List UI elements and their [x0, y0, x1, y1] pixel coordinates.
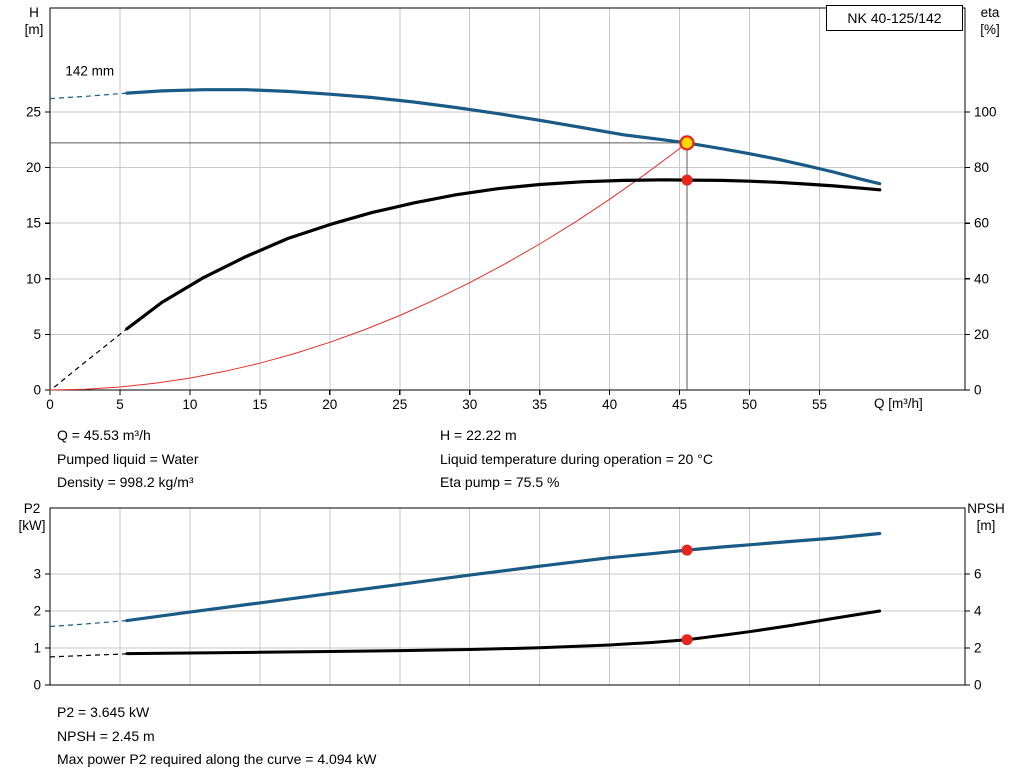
pump-model-label: NK 40-125/142 — [847, 10, 942, 26]
info-head: H = 22.22 m — [440, 427, 517, 443]
x-tick-label: 10 — [182, 397, 197, 412]
head-axis-title: H [m] — [12, 4, 56, 38]
plot-frame — [49, 7, 966, 391]
head-curve-dashed — [49, 92, 127, 100]
eta-axis-title: eta [%] — [964, 4, 1016, 38]
left-tick-label: 0 — [33, 383, 41, 398]
flow-axis-label: Q [m³/h] — [874, 396, 923, 411]
duty-info-col1: Q = 45.53 m³/h Pumped liquid = Water Den… — [57, 424, 199, 495]
p2-axis-unit: [kW] — [18, 518, 46, 533]
left-tick-label: 1 — [33, 641, 41, 656]
left-tick-label: 25 — [26, 104, 41, 119]
x-tick-label: 5 — [116, 397, 124, 412]
x-tick-label: 40 — [602, 397, 617, 412]
eta-curve — [125, 178, 882, 331]
eta-point — [681, 174, 693, 186]
right-tick-label: 100 — [974, 104, 997, 119]
plot-frame — [49, 507, 966, 686]
x-tick-label: 30 — [462, 397, 477, 412]
x-tick-label: 50 — [742, 397, 757, 412]
eta-axis-symbol: eta — [980, 5, 1000, 20]
right-tick-label: 0 — [974, 678, 982, 693]
head-curve — [125, 88, 882, 186]
left-tick-label: 15 — [26, 216, 41, 231]
p2-npsh-chart: 0 1 2 3 0 2 4 6 — [33, 507, 982, 693]
x-tick-label: 0 — [46, 397, 54, 412]
left-tick-label: 0 — [33, 678, 41, 693]
p2-axis-title: P2 [kW] — [8, 500, 56, 534]
info-npsh: NPSH = 2.45 m — [57, 727, 155, 744]
right-tick-label: 4 — [974, 604, 982, 619]
right-tick-label: 60 — [974, 216, 989, 231]
impeller-size-label: 142 mm — [65, 63, 114, 78]
info-eta-pump: Eta pump = 75.5 % — [440, 474, 560, 490]
p2-curve-dashed — [49, 620, 127, 628]
right-tick-label: 6 — [974, 567, 982, 582]
right-tick-label: 40 — [974, 271, 989, 286]
left-tick-label: 2 — [33, 604, 41, 619]
p2-curve — [125, 531, 882, 623]
power-info: P2 = 3.645 kW NPSH = 2.45 m Max power P2… — [57, 701, 376, 772]
npsh-axis-unit: [m] — [976, 518, 996, 533]
x-tick-label: 20 — [322, 397, 337, 412]
left-tick-label: 10 — [26, 271, 41, 286]
head-axis-unit: [m] — [24, 22, 44, 37]
p2-axis-symbol: P2 — [23, 501, 41, 516]
npsh-curve — [125, 609, 882, 656]
duty-info-col2: H = 22.22 m Liquid temperature during op… — [440, 424, 713, 495]
x-tick-label: 45 — [672, 397, 687, 412]
right-tick-label: 2 — [974, 641, 982, 656]
left-tick-label: 5 — [33, 327, 41, 342]
x-tick-label: 25 — [392, 397, 407, 412]
hq-eta-chart: 0 5 10 15 20 25 0 20 40 60 80 100 0 5 10 15 20 25 30 35 40 45… — [26, 7, 997, 412]
pump-model-box: NK 40-125/142 — [826, 5, 963, 31]
npsh-axis-symbol: NPSH — [967, 501, 1005, 516]
eta-curve-dashed — [53, 328, 128, 388]
x-tick-label: 15 — [252, 397, 267, 412]
system-curve — [49, 142, 688, 391]
npsh-axis-title: NPSH [m] — [956, 500, 1016, 534]
info-max-power: Max power P2 required along the curve = … — [57, 751, 377, 767]
head-axis-symbol: H — [29, 5, 39, 20]
right-tick-label: 20 — [974, 327, 989, 342]
npsh-point — [681, 634, 693, 646]
left-tick-label: 20 — [26, 160, 41, 175]
left-tick-label: 3 — [33, 567, 41, 582]
eta-axis-unit: [%] — [980, 22, 1000, 37]
info-flow: Q = 45.53 m³/h — [57, 427, 151, 443]
right-tick-label: 0 — [974, 383, 982, 398]
info-density: Density = 998.2 kg/m³ — [57, 474, 194, 490]
info-liquid-temperature: Liquid temperature during operation = 20… — [440, 450, 713, 467]
right-tick-label: 80 — [974, 160, 989, 175]
npsh-curve-dashed — [49, 653, 127, 658]
info-p2: P2 = 3.645 kW — [57, 704, 150, 720]
x-tick-label: 55 — [812, 397, 827, 412]
p2-point — [681, 544, 693, 556]
duty-point[interactable] — [679, 135, 695, 151]
info-pumped-liquid: Pumped liquid = Water — [57, 450, 199, 467]
x-tick-label: 35 — [532, 397, 547, 412]
